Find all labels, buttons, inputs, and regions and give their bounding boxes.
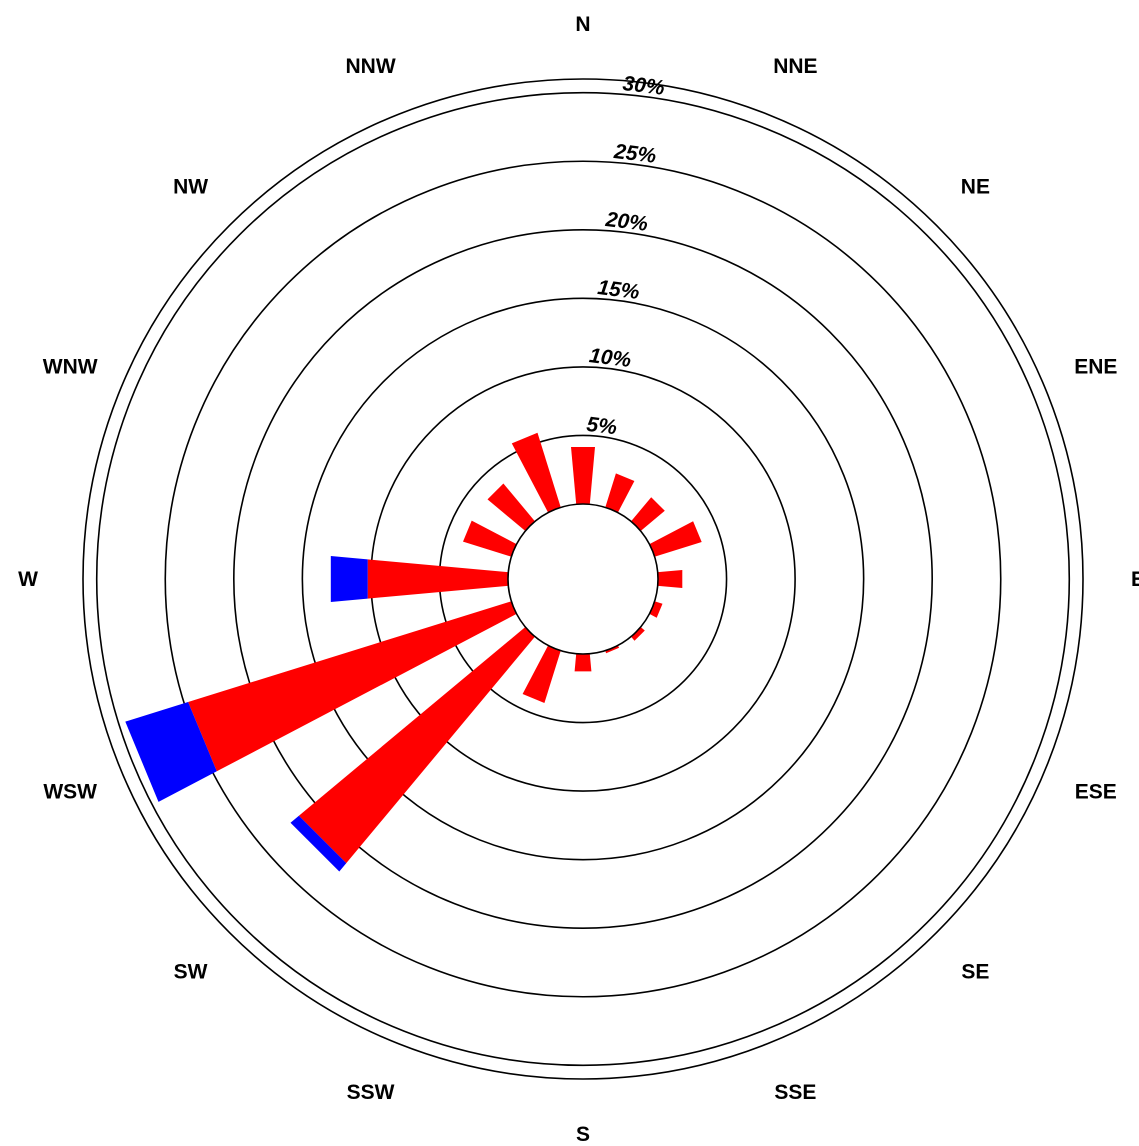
direction-label-se: SE <box>961 960 989 983</box>
direction-label-n: N <box>575 13 590 36</box>
bar-wnw-series-1 <box>463 520 518 557</box>
ring-label-20: 20% <box>604 208 650 236</box>
ring-label-5: 5% <box>585 413 618 440</box>
direction-label-wsw: WSW <box>43 780 97 803</box>
direction-label-ene: ENE <box>1074 356 1117 379</box>
ring-30 <box>95 91 1071 1067</box>
direction-label-e: E <box>1131 568 1139 591</box>
bar-w-series-1 <box>367 559 510 599</box>
bar-sw-series-1 <box>298 626 536 864</box>
bar-e-series-1 <box>656 570 683 588</box>
direction-label-nw: NW <box>173 176 208 199</box>
direction-label-s: S <box>576 1123 590 1146</box>
bar-wsw-series-2 <box>125 702 217 802</box>
direction-label-sse: SSE <box>774 1081 816 1104</box>
bar-sw-series-2 <box>290 815 347 872</box>
bar-ssw-series-1 <box>522 644 561 703</box>
ring-15 <box>301 297 865 861</box>
petal-bars <box>125 432 702 872</box>
direction-label-nnw: NNW <box>346 55 396 78</box>
ring-grid <box>82 78 1084 1080</box>
direction-label-ne: NE <box>961 176 990 199</box>
bar-w-series-2 <box>330 556 368 602</box>
bar-n-series-1 <box>571 447 595 506</box>
bar-wsw-series-1 <box>188 601 518 772</box>
direction-label-w: W <box>18 568 38 591</box>
ring-20 <box>233 229 933 929</box>
bar-s-series-1 <box>574 652 592 672</box>
direction-label-ssw: SSW <box>347 1081 395 1104</box>
ring-label-10: 10% <box>588 344 633 372</box>
bar-ene-series-1 <box>648 521 702 557</box>
direction-label-wnw: WNW <box>43 356 98 379</box>
direction-label-ese: ESE <box>1075 780 1117 803</box>
ring-label-25: 25% <box>612 140 658 168</box>
ring-label-15: 15% <box>596 276 641 304</box>
bar-nnw-series-1 <box>511 432 561 514</box>
ring-label-30: 30% <box>621 72 666 100</box>
direction-labels: N NNE NE ENE E ESE SE SSE S SSW SW WSW W WNW NW NNW <box>18 13 1139 1146</box>
ring-25 <box>164 160 1002 998</box>
bar-se-series-1 <box>630 626 645 641</box>
direction-label-sw: SW <box>174 960 208 983</box>
bar-nw-series-1 <box>487 483 536 532</box>
calm-circle <box>507 503 659 655</box>
bar-nne-series-1 <box>605 473 635 514</box>
bar-ne-series-1 <box>630 497 665 532</box>
direction-label-nne: NNE <box>773 55 817 78</box>
outer-ring <box>82 78 1084 1080</box>
ring-labels: 5% 10% 15% 20% 25% 30% <box>585 72 666 439</box>
